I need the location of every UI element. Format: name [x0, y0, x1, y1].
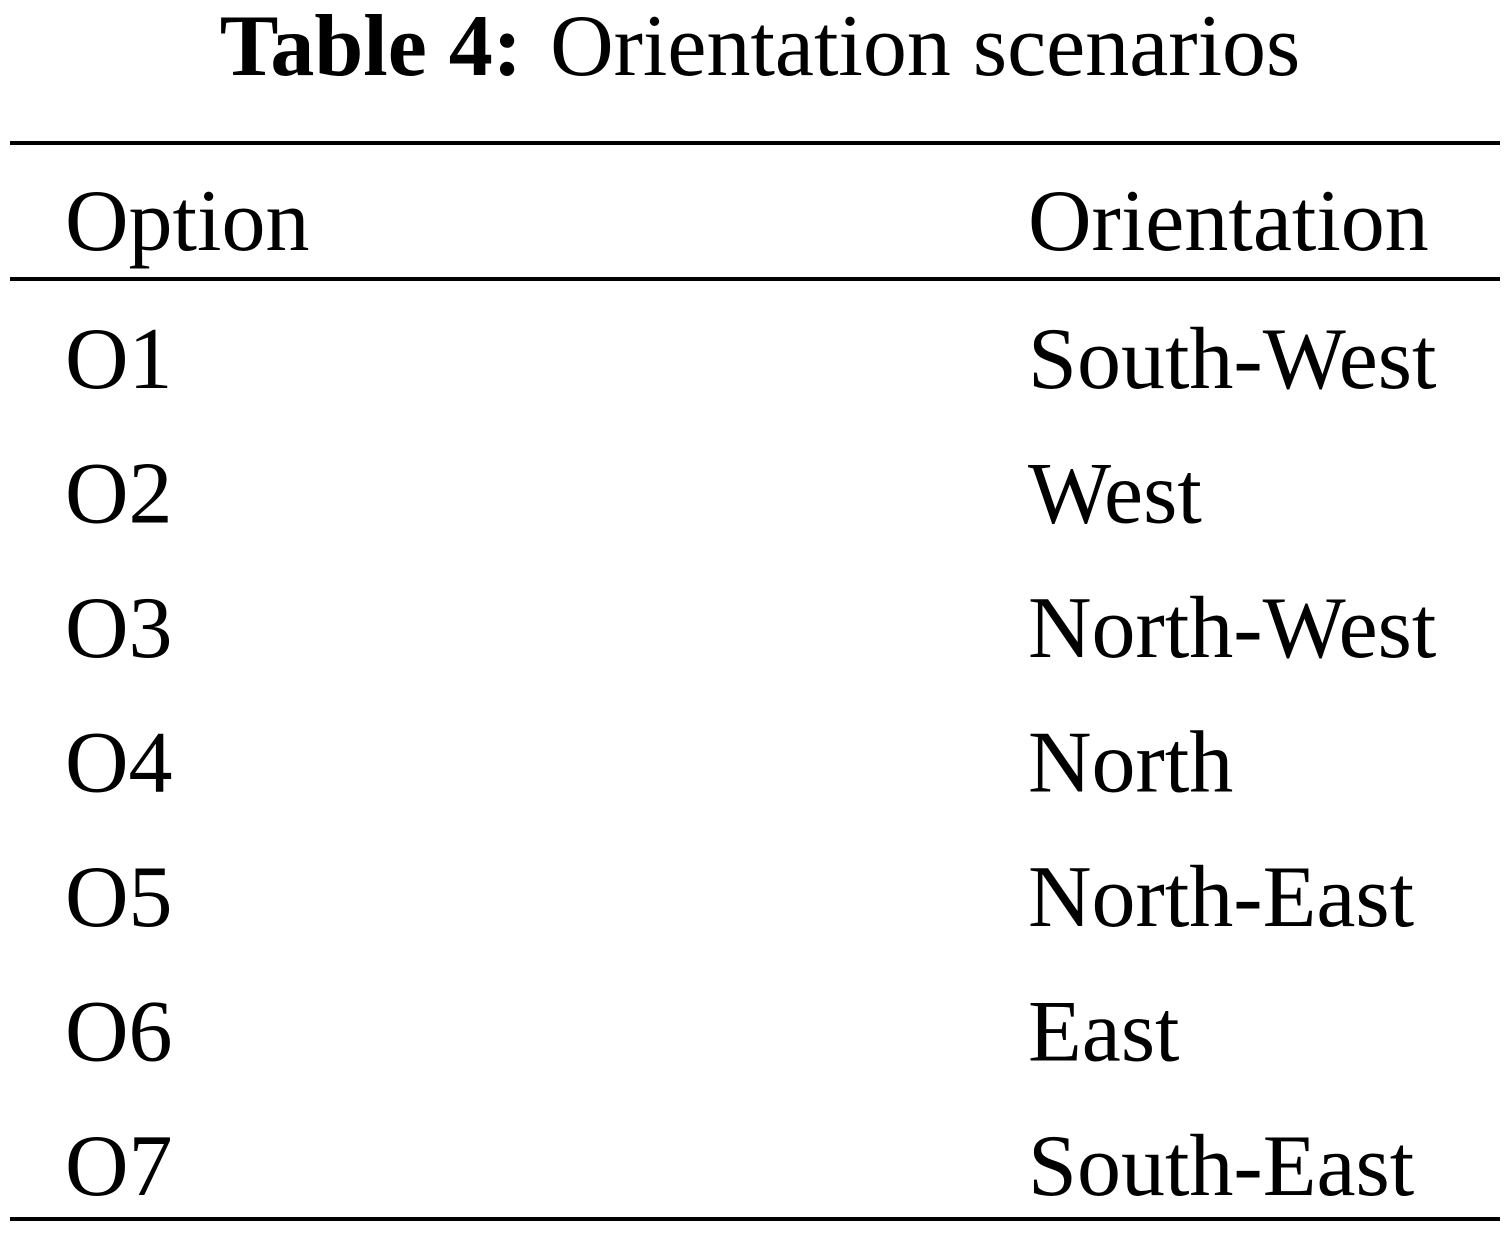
table-cell: O2 — [65, 446, 173, 543]
table-cell: O5 — [65, 849, 173, 946]
caption-label: Table 4: — [220, 0, 522, 95]
table-cell: North-East — [1028, 849, 1414, 946]
header-cell: Option — [65, 173, 309, 270]
table-caption: Table 4: Orientation scenarios — [220, 0, 1301, 95]
table-cell: South-East — [1028, 1118, 1414, 1215]
table-cell: South-West — [1028, 311, 1436, 408]
table-cell: East — [1028, 984, 1180, 1081]
table-cell: West — [1028, 446, 1202, 543]
table-cell: O7 — [65, 1118, 173, 1215]
table-cell: O4 — [65, 715, 173, 812]
table-cell: North — [1028, 715, 1233, 812]
table-cell: O1 — [65, 311, 173, 408]
header-cell: Orientation — [1028, 173, 1429, 270]
table-cell: O6 — [65, 984, 173, 1081]
caption-text: Orientation scenarios — [550, 0, 1300, 95]
table-cell: North-West — [1028, 580, 1436, 677]
table-cell: O3 — [65, 580, 173, 677]
